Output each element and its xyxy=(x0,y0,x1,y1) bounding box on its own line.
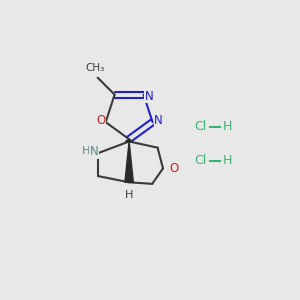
Text: O: O xyxy=(169,162,178,175)
Text: H: H xyxy=(82,146,90,157)
Polygon shape xyxy=(125,142,133,182)
Text: Cl: Cl xyxy=(194,120,206,134)
Text: N: N xyxy=(154,114,163,127)
Text: CH₃: CH₃ xyxy=(85,63,104,74)
Text: Cl: Cl xyxy=(194,154,206,167)
Polygon shape xyxy=(125,139,133,142)
Text: N: N xyxy=(145,90,153,103)
Text: H: H xyxy=(125,190,133,200)
Text: N: N xyxy=(90,145,99,158)
Text: O: O xyxy=(96,114,106,127)
Text: H: H xyxy=(223,154,232,167)
Text: H: H xyxy=(223,120,232,134)
